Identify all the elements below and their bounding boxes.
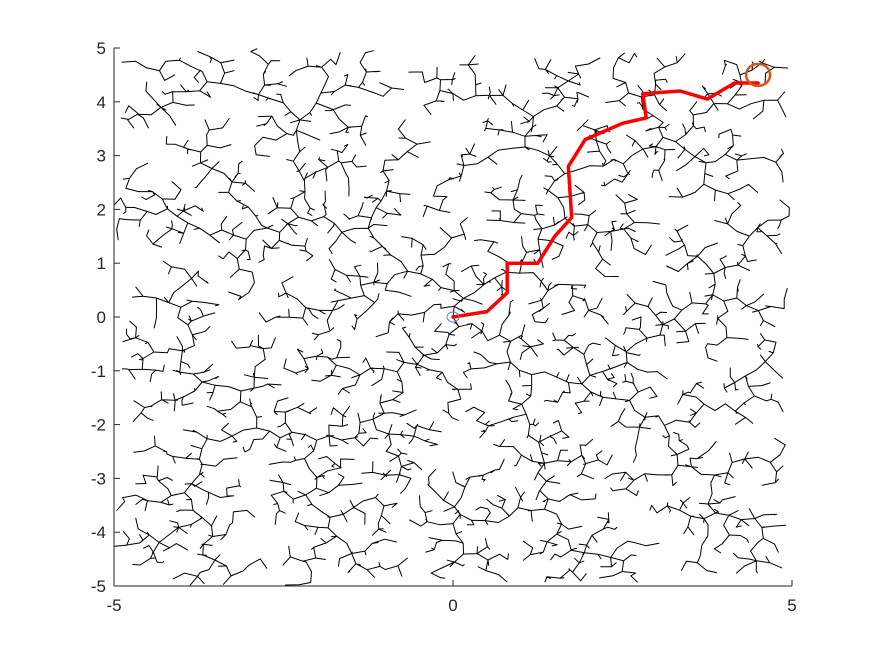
y-tick-label: 1 [97,254,106,273]
y-tick-label: 4 [97,93,106,112]
y-tick-label: 3 [97,147,106,166]
marker-layer [446,62,772,323]
y-tick-label: 5 [97,39,106,58]
x-tick-label: -5 [106,596,121,615]
solution-path [451,81,760,319]
start-marker [446,311,460,323]
plot-area [114,48,790,586]
y-tick-label: -3 [91,469,106,488]
y-tick-label: -5 [91,577,106,596]
x-tick-label: 0 [448,596,457,615]
y-tick-label: 0 [97,308,106,327]
goal-marker [744,62,772,88]
path-layer [451,81,760,319]
y-tick-label: -4 [91,523,106,542]
axes: -5 0 5 -5 -4 -3 -2 -1 0 1 2 3 4 5 [91,39,797,615]
x-tick-label: 5 [787,596,796,615]
y-tick-label: -1 [91,362,106,381]
y-tick-label: 2 [97,200,106,219]
y-tick-label: -2 [91,416,106,435]
